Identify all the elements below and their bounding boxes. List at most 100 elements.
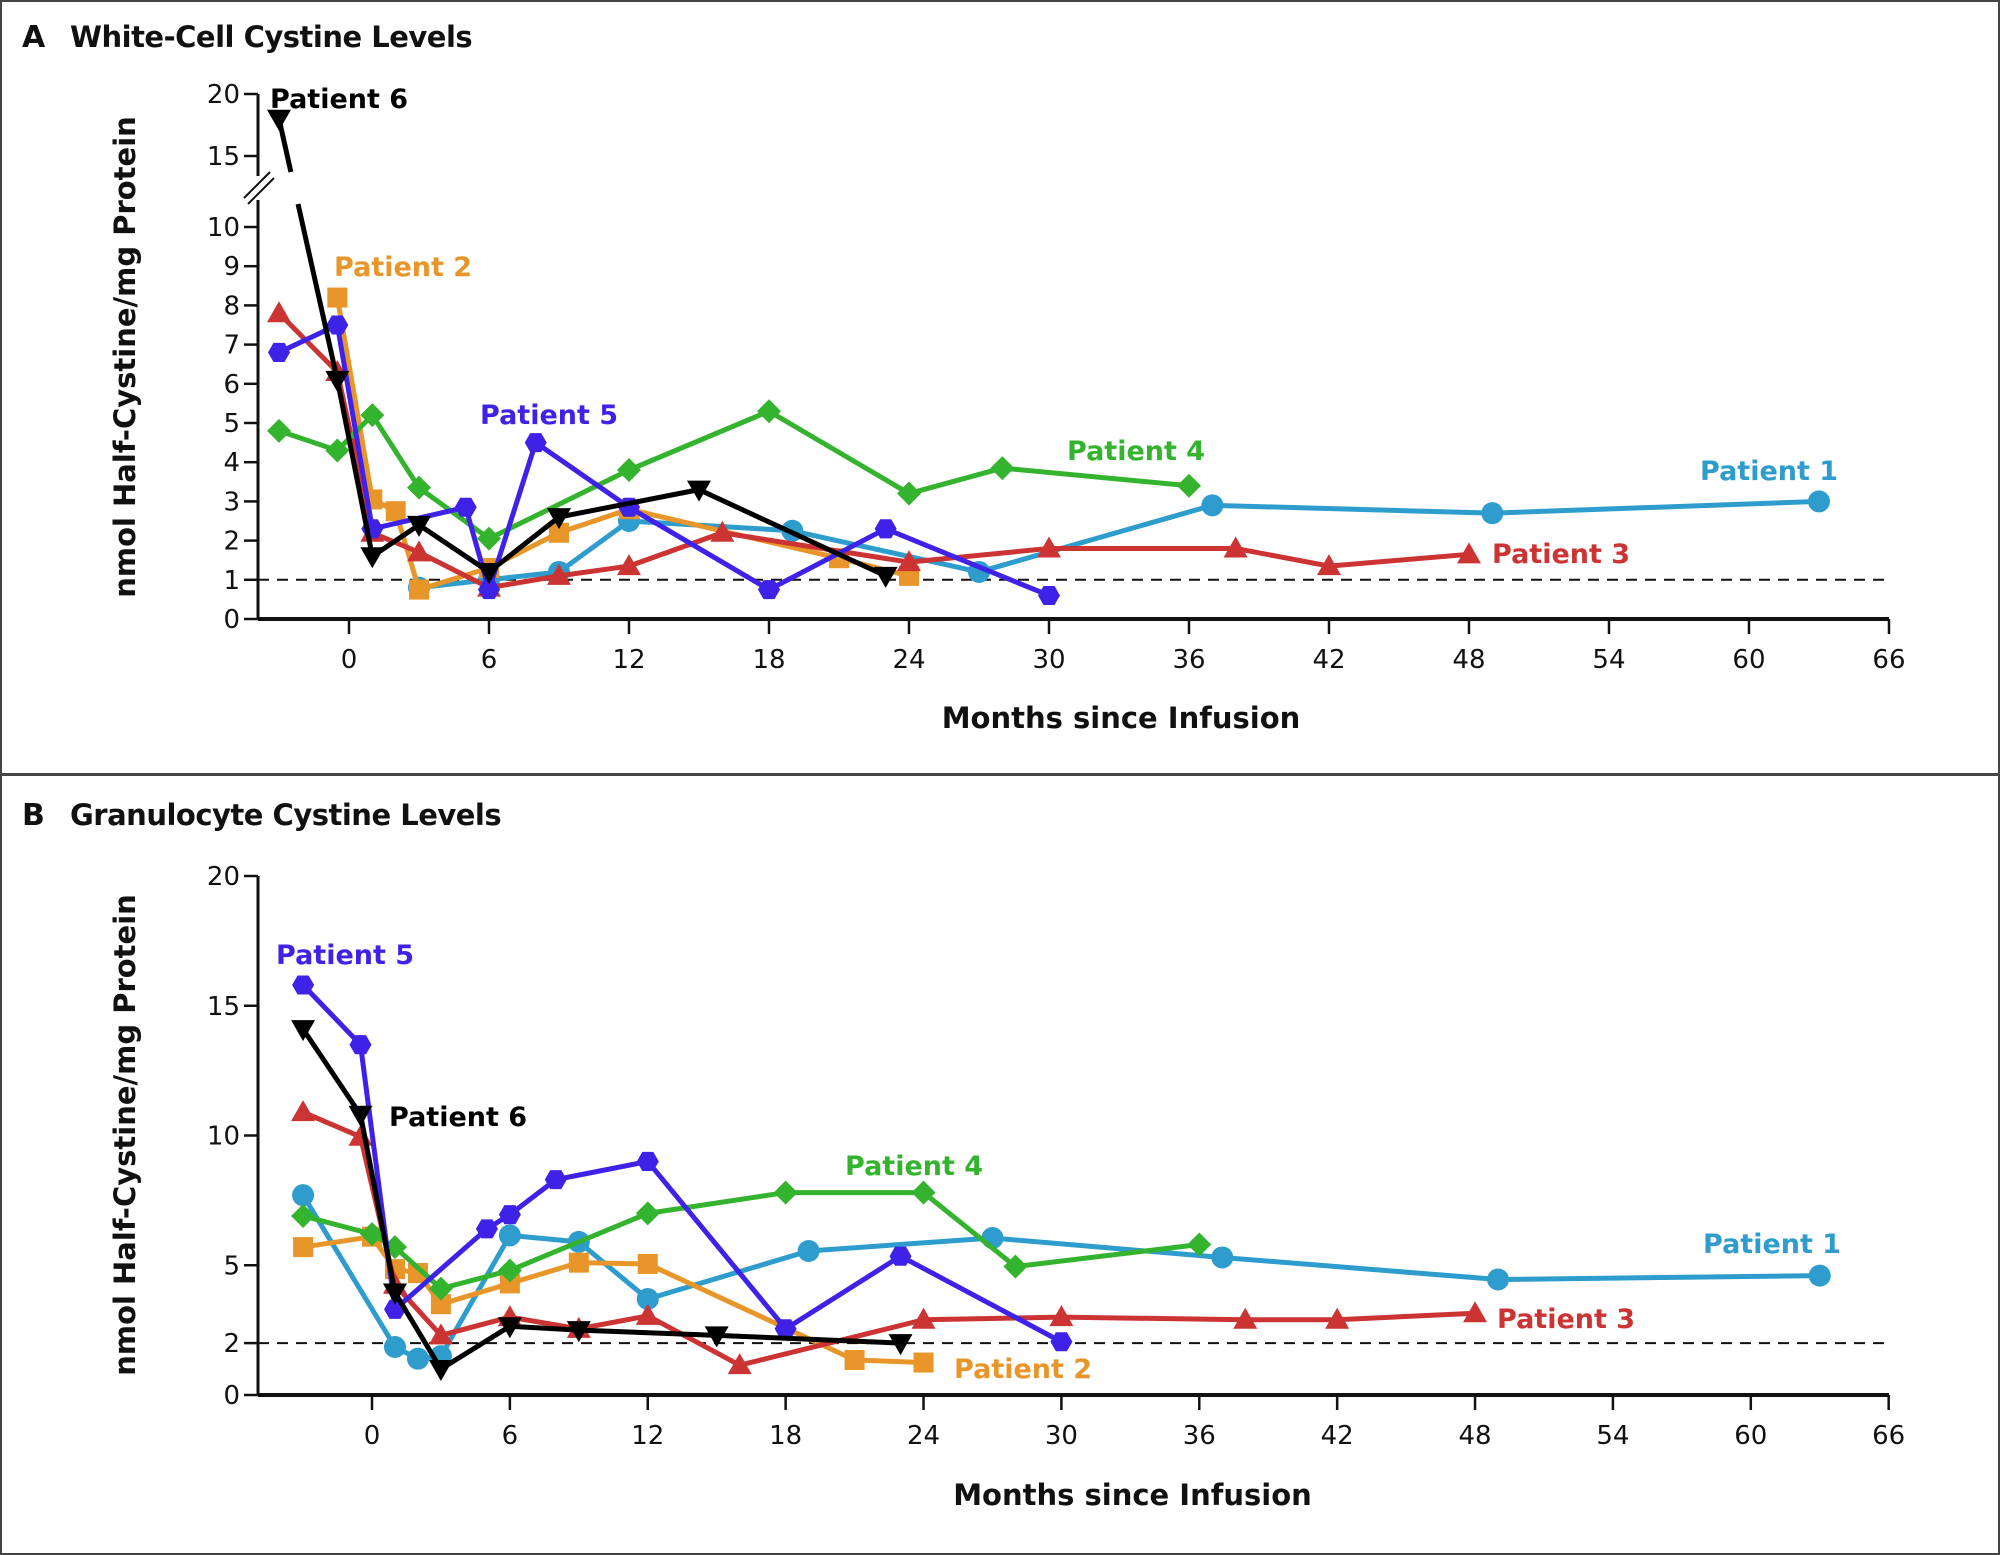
panel-b-x-tick-label: 12 <box>631 1421 664 1451</box>
panel-b-title: Granulocyte Cystine Levels <box>70 798 502 832</box>
panel-b-plot: 0 2 5 10 15 20 0 6 12 18 24 30 36 42 48 54 60 66 Months si… <box>108 862 1905 1512</box>
panel-a-series-patient-5-point <box>454 497 477 517</box>
panel-b-series-patient-3-point <box>428 1323 453 1345</box>
panel-a-x-tick-label: 30 <box>1032 645 1065 675</box>
panel-a-series-patient-3-point <box>1223 536 1248 558</box>
panel-b-series-patient-4-point <box>497 1258 522 1283</box>
panel-b-x-tick-label: 60 <box>1734 1421 1767 1451</box>
panel-b-series-patient-6-point <box>382 1283 407 1305</box>
panel-a-y-tick-label: 1 <box>223 566 240 596</box>
panel-a-series-patient-3 <box>267 301 1481 597</box>
panel-b-label-patient-5: Patient 5 <box>276 940 414 971</box>
panel-a-series-patient-2-point <box>548 522 569 543</box>
panel-a-series-patient-4-point <box>406 475 431 500</box>
panel-b-series-patient-5-point <box>349 1035 372 1055</box>
panel-b-x-tick-label: 0 <box>364 1421 381 1451</box>
panel-a-series-patient-3-point <box>1036 536 1061 558</box>
panel-a-series-patient-5-point <box>326 315 349 335</box>
panel-b-series-patient-2-point <box>407 1263 428 1284</box>
panel-a-y-tick-label: 15 <box>207 142 240 172</box>
panel-a-series-patient-5 <box>268 315 1060 605</box>
panel-b-series-patient-2-point <box>844 1349 865 1370</box>
panel-b-series-patient-1-point <box>292 1184 315 1207</box>
panel-b-series-patient-2-point <box>293 1237 314 1258</box>
panel-b-series-patient-5-point <box>636 1151 659 1171</box>
panel-b-series-patient-3-point <box>1049 1305 1074 1327</box>
panel-b-series-patient-6-point <box>428 1360 453 1382</box>
panel-b-x-tick-label: 48 <box>1458 1421 1491 1451</box>
panel-b-series-patient-6-line <box>300 1027 901 1372</box>
panel-a-y-tick-label: 5 <box>223 409 240 439</box>
panel-b-label-patient-6: Patient 6 <box>389 1102 527 1133</box>
panel-a-x-tick-label: 18 <box>752 645 785 675</box>
panel-b-y-tick-label: 0 <box>223 1381 240 1411</box>
panel-a-x-tick-label: 36 <box>1172 645 1205 675</box>
panel-a-series-patient-5-point <box>874 519 897 539</box>
panel-b-label-patient-1: Patient 1 <box>1703 1229 1841 1260</box>
panel-a-series-patient-3-point <box>1456 542 1481 564</box>
panel-a-y-tick-label: 0 <box>223 605 240 635</box>
panel-b-series-patient-3-point <box>1325 1307 1350 1329</box>
panel-a-x-axis-title: Months since Infusion <box>942 701 1301 735</box>
panel-a-series-patient-4-point <box>1176 473 1201 498</box>
panel-a-series-patient-6-point <box>360 547 385 569</box>
panel-a-series-patient-6-point <box>406 515 431 537</box>
panel-b-series-patient-5-point <box>1050 1332 1073 1352</box>
panel-a-series-patient-2-point <box>408 579 429 600</box>
panel-a-series-patient-6-point <box>476 562 501 584</box>
panel-b-series-patient-3-point <box>911 1307 936 1329</box>
panel-a-x-tick-label: 60 <box>1732 645 1765 675</box>
panel-a-x-tick-label: 42 <box>1312 645 1345 675</box>
panel-b-series-patient-4-point <box>1003 1254 1028 1279</box>
panel-b-series-patient-5-point <box>475 1219 498 1239</box>
panel-b-x-tick-label: 24 <box>907 1421 940 1451</box>
panel-a-x-tick-label: 54 <box>1592 645 1625 675</box>
panel-b-series-patient-5-point <box>544 1170 567 1190</box>
panel-b-label-patient-2: Patient 2 <box>954 1354 1092 1385</box>
panel-b-x-tick-label: 36 <box>1183 1421 1216 1451</box>
panel-a-x-tick-label: 6 <box>481 645 498 675</box>
panel-b-series-patient-2-line <box>302 1234 924 1366</box>
panel-b-x-tick-label: 6 <box>502 1421 519 1451</box>
panel-b-series-patient-5-point <box>889 1246 912 1266</box>
panel-a-axis-break-mark <box>247 177 275 205</box>
panel-a-label-patient-5: Patient 5 <box>480 400 618 431</box>
panel-b-series-patient-1-point <box>636 1287 659 1310</box>
panel-a-series-patient-2-point <box>327 287 348 308</box>
panel-b-y-tick-label: 5 <box>223 1251 240 1281</box>
panel-b-series-patient-4-point <box>291 1203 316 1228</box>
panel-a-series-patient-1-point <box>1481 502 1504 525</box>
panel-a-label-patient-2: Patient 2 <box>334 252 472 283</box>
panel-a-x-tick-label: 12 <box>612 645 645 675</box>
panel-a-y-tick-label: 7 <box>223 331 240 361</box>
panel-b-series-patient-6-point <box>566 1321 591 1343</box>
panel-b-series-patient-3-point <box>291 1100 316 1122</box>
panel-a-label-patient-6: Patient 6 <box>270 84 408 115</box>
panel-b-series-patient-1-point <box>1487 1268 1510 1291</box>
panel-b-series-patient-5-line <box>301 983 1063 1345</box>
panel-a-series-patient-3-point <box>1316 554 1341 576</box>
panel-b-series-patient-1-point <box>383 1335 406 1358</box>
panel-a-series-patient-6-point <box>325 370 350 392</box>
panel-a-series-patient-3-point <box>616 554 641 576</box>
panel-b-series-patient-1 <box>292 1184 1831 1370</box>
panel-b-x-tick-label: 66 <box>1872 1421 1905 1451</box>
panel-b-series-patient-2-point <box>637 1253 658 1274</box>
panel-a-y-tick-label: 6 <box>223 370 240 400</box>
panel-a-series-patient-6-point <box>686 480 711 502</box>
panel-a-series-patient-3-point <box>546 563 571 585</box>
panel-b-series-patient-3-point <box>635 1303 660 1325</box>
panel-a-series-patient-1-point <box>1201 494 1224 517</box>
panel-a-series-patient-1-point <box>1807 490 1830 513</box>
panel-b-series-patient-1-point <box>1211 1246 1234 1269</box>
panel-a-series-patient-6-line <box>295 203 887 579</box>
panel-b-x-axis-title: Months since Infusion <box>953 1478 1312 1512</box>
panel-b-series-patient-1-point <box>1808 1264 1831 1287</box>
panel-b-series-patient-6-point <box>291 1020 316 1042</box>
panel-a-x-tick-label: 66 <box>1872 645 1905 675</box>
panel-a-title: White-Cell Cystine Levels <box>70 20 473 54</box>
panel-b-series-patient-6-point <box>888 1334 913 1356</box>
